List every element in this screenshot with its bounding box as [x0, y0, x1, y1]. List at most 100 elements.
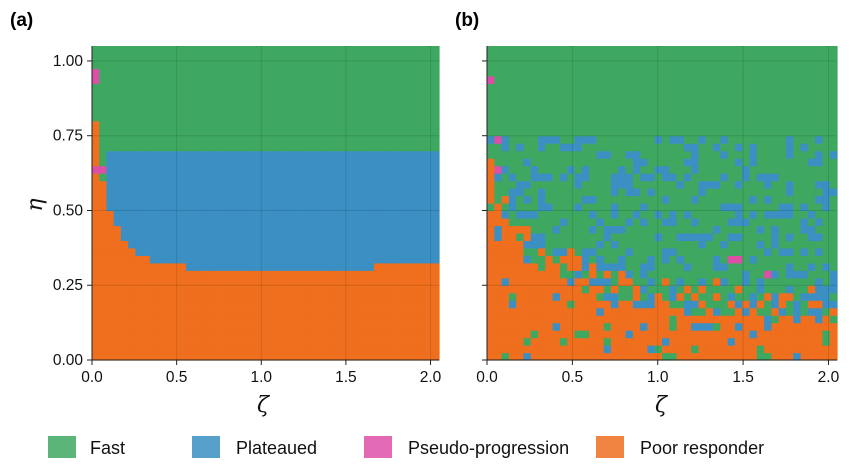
heatmap-cell [640, 225, 649, 234]
heatmap-cell [395, 173, 404, 182]
heatmap-cell [373, 337, 382, 346]
heatmap-cell [530, 270, 539, 279]
heatmap-cell [171, 315, 180, 324]
heatmap-cell [207, 217, 216, 227]
heatmap-cell [501, 120, 510, 129]
heatmap-cell [316, 232, 324, 241]
heatmap-cell [236, 105, 245, 114]
heatmap-cell [128, 285, 136, 294]
heatmap-cell [523, 300, 532, 309]
heatmap-cell [567, 337, 576, 346]
heatmap-cell [618, 75, 627, 84]
heatmap-cell [545, 113, 554, 122]
heatmap-cell [236, 300, 245, 309]
heatmap-cell [135, 210, 144, 219]
heatmap-cell [610, 203, 619, 212]
heatmap-cell [142, 120, 151, 129]
heatmap-cell [523, 352, 532, 361]
heatmap-cell [727, 307, 736, 316]
heatmap-cell [135, 150, 144, 159]
heatmap-cell [316, 240, 324, 249]
heatmap-cell [567, 135, 576, 144]
heatmap-cell [625, 217, 634, 227]
heatmap-cell [596, 315, 605, 324]
heatmap-cell [807, 180, 816, 189]
heatmap-cell [431, 232, 440, 241]
heatmap-cell [373, 307, 382, 316]
heatmap-cell [538, 143, 546, 152]
heatmap-cell [603, 210, 612, 219]
heatmap-cell [352, 46, 361, 55]
heatmap-cell [596, 158, 605, 167]
heatmap-cell [589, 307, 597, 316]
heatmap-cell [120, 90, 129, 99]
heatmap-cell [815, 195, 824, 204]
heatmap-cell [662, 352, 670, 361]
heatmap-cell [742, 53, 751, 62]
heatmap-cell [581, 60, 590, 70]
heatmap-cell [308, 330, 317, 339]
heatmap-cell [632, 53, 641, 62]
heatmap-cell [713, 225, 721, 234]
heatmap-cell [771, 165, 780, 174]
legend-swatch-plateaued [192, 436, 220, 458]
heatmap-cell [395, 120, 404, 129]
heatmap-cell [316, 105, 324, 114]
heatmap-cell [164, 83, 173, 92]
heatmap-cell [402, 180, 411, 189]
heatmap-cell [388, 113, 397, 122]
heatmap-cell [815, 143, 824, 152]
heatmap-cell [337, 180, 346, 189]
heatmap-cell [523, 120, 532, 129]
heatmap-cell [691, 285, 700, 294]
heatmap-cell [691, 217, 700, 227]
heatmap-cell [294, 345, 303, 354]
heatmap-cell [523, 277, 532, 286]
heatmap-cell [373, 345, 382, 354]
heatmap-cell [676, 188, 685, 197]
heatmap-cell [662, 165, 670, 174]
heatmap-cell [647, 195, 656, 204]
heatmap-cell [603, 247, 612, 256]
heatmap-cell [272, 135, 281, 144]
heatmap-cell [589, 46, 597, 55]
heatmap-cell [185, 98, 194, 107]
heatmap-cell [272, 105, 281, 114]
heatmap-cell [691, 120, 700, 129]
heatmap-cell [625, 46, 634, 55]
heatmap-cell [214, 277, 223, 286]
heatmap-cell [323, 285, 332, 294]
heatmap-cell [581, 135, 590, 144]
heatmap-cell [654, 285, 663, 294]
heatmap-cell [236, 292, 245, 301]
heatmap-cell [603, 345, 612, 354]
heatmap-cell [388, 105, 397, 114]
y-tick-label: 0.25 [53, 277, 83, 294]
heatmap-cell [200, 120, 209, 129]
heatmap-cell [251, 150, 259, 159]
heatmap-cell [552, 292, 561, 301]
heatmap-cell [431, 75, 440, 84]
heatmap-cell [552, 337, 561, 346]
heatmap-cell [417, 285, 426, 294]
heatmap-cell [106, 262, 115, 271]
heatmap-cell [135, 75, 144, 84]
heatmap-cell [279, 105, 288, 114]
heatmap-cell [193, 68, 202, 77]
heatmap-cell [381, 262, 389, 271]
heatmap-cell [676, 60, 685, 70]
heatmap-cell [829, 292, 838, 301]
heatmap-cell [92, 195, 100, 204]
heatmap-cell [727, 180, 736, 189]
heatmap-cell [676, 98, 685, 107]
heatmap-cell [494, 247, 503, 256]
heatmap-cell [508, 322, 517, 331]
heatmap-cell [494, 90, 503, 99]
heatmap-cell [705, 262, 714, 271]
heatmap-cell [793, 75, 802, 84]
heatmap-cell [640, 240, 649, 249]
heatmap-cell [705, 120, 714, 129]
heatmap-cell [214, 203, 223, 212]
heatmap-cell [596, 105, 605, 114]
heatmap-cell [99, 262, 108, 271]
